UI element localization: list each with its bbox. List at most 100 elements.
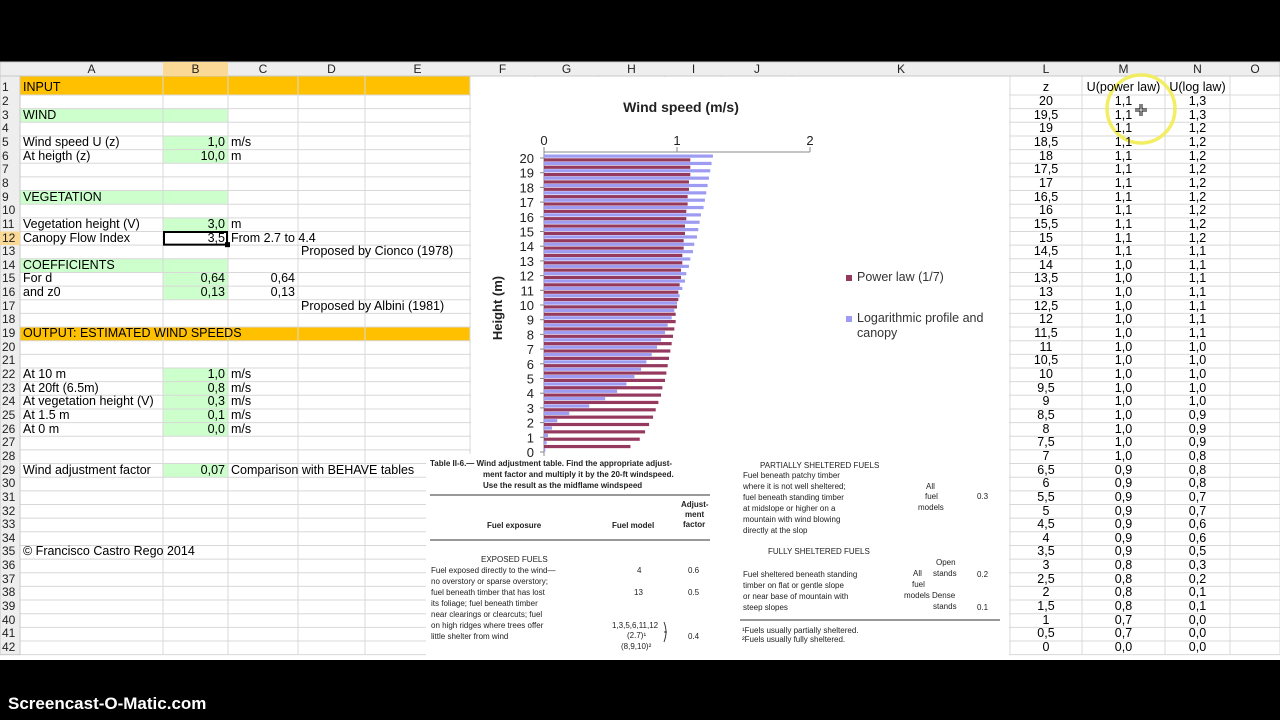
fuel-model: All bbox=[913, 569, 922, 578]
cell: 1,0 bbox=[1114, 257, 1133, 272]
bar bbox=[544, 426, 552, 430]
cell: 1,0 bbox=[1114, 421, 1133, 436]
fuel-model: 4 bbox=[637, 566, 642, 575]
y-tick-label: 7 bbox=[527, 342, 534, 357]
cell: 0,0 bbox=[207, 421, 225, 436]
cell: 0,9 bbox=[1114, 544, 1133, 559]
cell: 1,1 bbox=[1114, 121, 1133, 136]
column-header: E bbox=[413, 62, 422, 76]
bar bbox=[544, 250, 693, 254]
cell-fill bbox=[228, 76, 298, 95]
bar bbox=[544, 286, 683, 290]
row-header: 31 bbox=[2, 489, 16, 504]
cell: 1,0 bbox=[1114, 367, 1133, 381]
cell: 1,0 bbox=[1114, 271, 1133, 286]
cell: Wind adjustment factor bbox=[23, 462, 151, 477]
cell: 1,0 bbox=[207, 134, 225, 149]
cell: INPUT bbox=[23, 80, 61, 94]
y-tick-label: 10 bbox=[520, 298, 534, 313]
factor: 0.6 bbox=[688, 566, 700, 575]
bar bbox=[544, 158, 691, 162]
bar bbox=[544, 411, 570, 415]
legend-swatch bbox=[846, 316, 852, 322]
cell: m/s bbox=[231, 380, 252, 395]
legend-label: Logarithmic profile and canopy bbox=[857, 311, 984, 340]
bar bbox=[544, 375, 635, 379]
bar bbox=[544, 191, 707, 195]
bar bbox=[544, 165, 691, 169]
cell: 1,0 bbox=[1188, 394, 1207, 409]
cell: 0,7 bbox=[1114, 626, 1133, 641]
column-header: C bbox=[258, 62, 268, 76]
cell: 0,9 bbox=[1114, 517, 1133, 532]
cell: 1,0 bbox=[1188, 367, 1207, 381]
cell: 4,5 bbox=[1037, 517, 1055, 532]
cell: 1,0 bbox=[1114, 312, 1133, 327]
bar bbox=[544, 400, 659, 405]
y-tick-label: 5 bbox=[527, 372, 534, 387]
cell: 1,0 bbox=[1114, 339, 1133, 354]
cell: 1,1 bbox=[1188, 298, 1207, 313]
cell: 10,5 bbox=[1033, 353, 1059, 368]
cell: 1,0 bbox=[1114, 435, 1133, 450]
cell: 15 bbox=[1039, 230, 1053, 245]
bar bbox=[544, 169, 711, 173]
cell: 1,1 bbox=[1114, 230, 1133, 245]
cell: 0,07 bbox=[200, 462, 225, 477]
cell: Proposed by Cionco (1978) bbox=[298, 244, 453, 259]
cell: Vegetation height (V) bbox=[23, 216, 140, 231]
row-header: 11 bbox=[2, 216, 15, 231]
cell: 1,2 bbox=[1188, 148, 1207, 163]
bar bbox=[544, 205, 704, 210]
bar bbox=[544, 202, 688, 206]
cell-fill bbox=[365, 327, 470, 341]
column-header: A bbox=[87, 62, 96, 76]
header: Fuel exposure bbox=[487, 521, 542, 530]
fuel-model: (8,9,10)² bbox=[621, 642, 652, 651]
cell: U(power law) bbox=[1086, 80, 1161, 94]
watermark: Screencast-O-Matic.com bbox=[8, 694, 207, 713]
cell: 1,1 bbox=[1114, 203, 1133, 218]
column-header: D bbox=[327, 62, 336, 76]
cell: 9,5 bbox=[1037, 380, 1055, 395]
cell-fill bbox=[20, 108, 163, 123]
row-header: 8 bbox=[2, 175, 9, 190]
bar bbox=[544, 154, 713, 158]
cell: 0,8 bbox=[1188, 476, 1207, 491]
cell: 0,1 bbox=[1188, 599, 1207, 614]
row-header: 25 bbox=[2, 407, 16, 422]
bar bbox=[544, 209, 687, 213]
bar bbox=[544, 437, 640, 441]
cell: 19 bbox=[1039, 121, 1053, 136]
cell: 18 bbox=[1039, 148, 1053, 163]
bar bbox=[544, 187, 689, 191]
fuel-model: fuel bbox=[912, 580, 925, 589]
bar bbox=[544, 433, 548, 437]
column-header: B bbox=[191, 62, 200, 76]
bar bbox=[544, 345, 658, 349]
cell-fill bbox=[365, 76, 470, 95]
cell: 3 bbox=[1042, 558, 1050, 573]
bar bbox=[544, 334, 674, 338]
row-header: 5 bbox=[2, 134, 9, 149]
bar bbox=[544, 180, 689, 184]
fuel-model: All bbox=[926, 482, 935, 491]
bar bbox=[544, 393, 662, 397]
bottom-bar bbox=[0, 660, 1280, 720]
row-header: 28 bbox=[2, 448, 16, 463]
cell: 0,0 bbox=[1188, 640, 1207, 654]
y-tick-label: 13 bbox=[520, 254, 534, 269]
cell: 1,2 bbox=[1188, 203, 1207, 218]
cell: 0,0 bbox=[1114, 640, 1133, 654]
cell: 7 bbox=[1042, 448, 1050, 463]
cell: © Francisco Castro Rego 2014 bbox=[23, 544, 195, 559]
cell: 1,3 bbox=[1188, 94, 1207, 108]
bar bbox=[544, 312, 676, 316]
text-line: little shelter from wind bbox=[431, 632, 509, 641]
chart-title: Wind speed (m/s) bbox=[623, 99, 739, 115]
cell: 9 bbox=[1042, 394, 1050, 409]
cell: 1,0 bbox=[207, 367, 225, 381]
cell: 1,1 bbox=[1114, 134, 1133, 149]
